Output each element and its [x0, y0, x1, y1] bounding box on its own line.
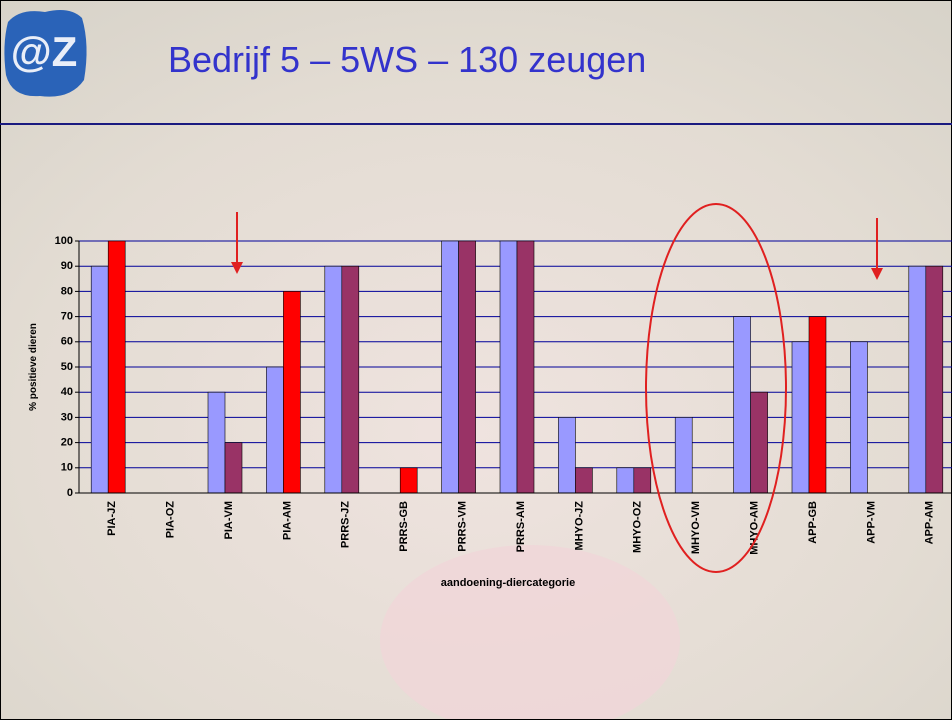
bar: [91, 266, 108, 493]
y-tick-label: 20: [61, 437, 73, 449]
bar: [225, 443, 242, 493]
y-tick-label: 70: [61, 311, 73, 323]
bar: [675, 417, 692, 493]
bar: [734, 317, 751, 493]
x-axis-label: aandoening-diercategorie: [441, 577, 575, 589]
bar: [634, 468, 651, 493]
logo: @Z: [4, 10, 86, 97]
bar: [517, 241, 534, 493]
bar: [575, 468, 592, 493]
chart-title: Bedrijf 5 – 5WS – 130 zeugen: [168, 39, 646, 80]
x-tick-label: PIA-VM: [223, 501, 235, 540]
x-tick-label: PRRS-JZ: [340, 501, 352, 548]
x-tick-label: APP-VM: [865, 501, 877, 544]
y-axis-label: % positieve dieren: [28, 323, 39, 411]
y-tick-label: 50: [61, 361, 73, 373]
bar: [617, 468, 634, 493]
x-tick-label: PIA-OZ: [165, 501, 177, 539]
bar: [400, 468, 417, 493]
y-tick-label: 30: [61, 411, 73, 423]
y-tick-label: 80: [61, 285, 73, 297]
x-tick-label: PRRS-AM: [515, 501, 527, 552]
x-tick-label: PIA-JZ: [106, 501, 118, 536]
bar: [926, 266, 943, 493]
logo-text: @Z: [11, 28, 78, 75]
y-tick-label: 60: [61, 336, 73, 348]
y-tick-label: 90: [61, 260, 73, 272]
bar: [909, 266, 926, 493]
bar: [459, 241, 476, 493]
bar: [442, 241, 459, 493]
bar: [266, 367, 283, 493]
bar: [850, 342, 867, 493]
x-tick-label: APP-AM: [924, 501, 936, 544]
x-tick-label: MHYO-JZ: [573, 501, 585, 551]
bar: [283, 291, 300, 493]
y-tick-label: 100: [55, 235, 73, 247]
bar: [325, 266, 342, 493]
x-tick-label: PRRS-GB: [398, 501, 410, 552]
y-tick-label: 40: [61, 386, 73, 398]
x-tick-label: PRRS-VM: [457, 501, 469, 552]
bar: [208, 392, 225, 493]
y-tick-label: 0: [67, 487, 73, 499]
bar: [751, 392, 768, 493]
slide: @Z Bedrijf 5 – 5WS – 130 zeugen % positi…: [0, 0, 952, 720]
bar: [500, 241, 517, 493]
x-tick-label: PIA-AM: [281, 501, 293, 540]
bar: [342, 266, 359, 493]
x-tick-label: MHYO-VM: [690, 501, 702, 554]
bar: [792, 342, 809, 493]
bar: [809, 317, 826, 493]
bar: [558, 417, 575, 493]
bar: [108, 241, 125, 493]
x-tick-label: APP-GB: [807, 501, 819, 544]
y-tick-label: 10: [61, 462, 73, 474]
x-tick-label: MHYO-OZ: [632, 501, 644, 553]
